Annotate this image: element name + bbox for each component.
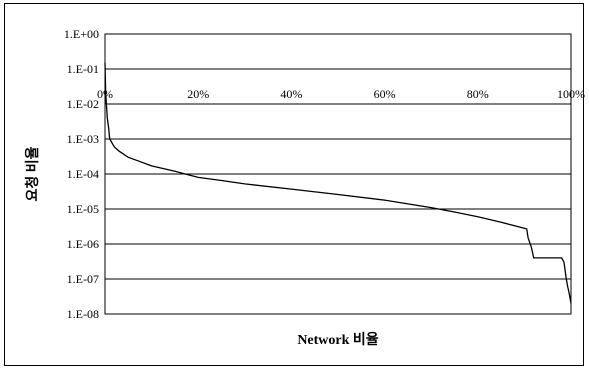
chart-svg: 1.E+00 1.E-01 1.E-02 1.E-03 1.E-04 1.E-05 1.E-…	[24, 27, 585, 348]
x-tick-labels: 0% 20% 40% 60% 80% 100%	[97, 87, 585, 101]
series-line	[104, 62, 572, 304]
y-tick-label: 1.E-03	[67, 132, 99, 146]
y-tick-label: 1.E+00	[64, 27, 99, 41]
x-tick-label: 60%	[374, 87, 396, 101]
y-tick-label: 1.E-08	[67, 307, 99, 321]
y-tick-label: 1.E-07	[67, 272, 99, 286]
chart-frame: 1.E+00 1.E-01 1.E-02 1.E-03 1.E-04 1.E-05 1.E-…	[4, 3, 585, 366]
x-tick-label: 0%	[97, 87, 113, 101]
y-tick-label: 1.E-06	[67, 237, 99, 251]
gridlines	[105, 68, 571, 280]
x-tick-label: 40%	[280, 87, 302, 101]
y-tick-labels: 1.E+00 1.E-01 1.E-02 1.E-03 1.E-04 1.E-05 1.E-…	[64, 27, 99, 321]
y-tick-label: 1.E-05	[67, 202, 99, 216]
y-tick-label: 1.E-01	[67, 62, 99, 76]
x-axis-title: Network 비율	[297, 331, 378, 348]
x-tick-label: 100%	[557, 87, 585, 101]
y-tick-label: 1.E-02	[67, 97, 99, 111]
series-layer	[104, 62, 572, 304]
x-tick-label: 80%	[467, 87, 489, 101]
x-tick-label: 20%	[187, 87, 209, 101]
y-tick-label: 1.E-04	[67, 167, 99, 181]
y-axis-title: 요청 비율	[24, 146, 41, 201]
